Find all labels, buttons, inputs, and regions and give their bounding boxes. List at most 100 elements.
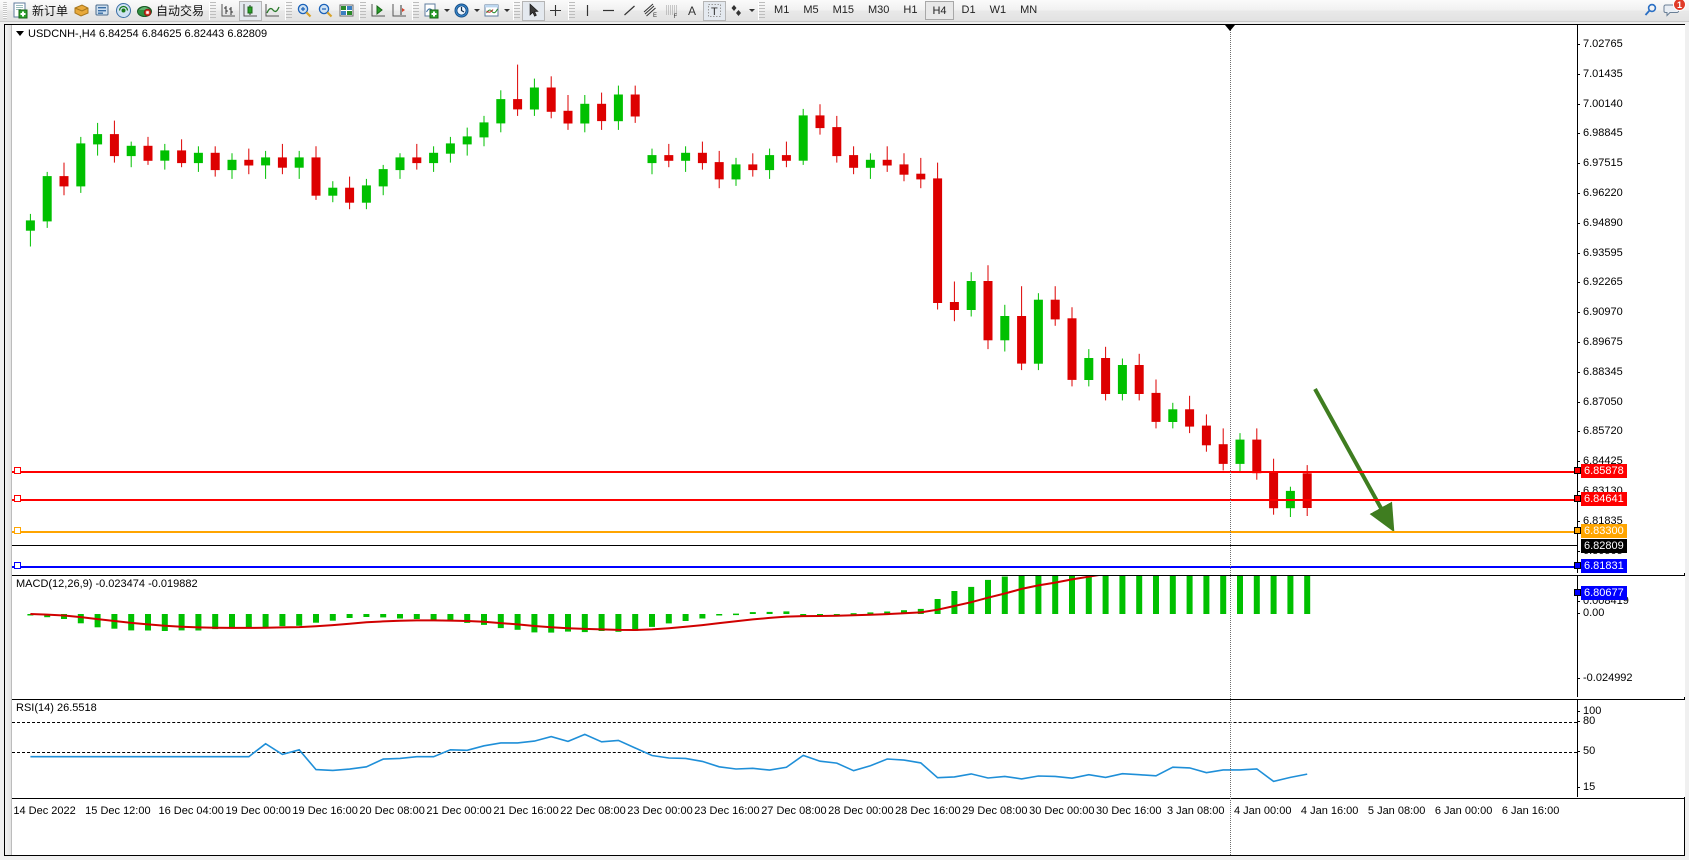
period-dropdown-arrow[interactable] — [472, 1, 481, 21]
toolbar-separator — [758, 1, 766, 20]
trendline-icon[interactable] — [619, 1, 640, 21]
notifications-icon[interactable]: 1 — [1661, 0, 1686, 21]
macd-plot-area[interactable] — [12, 576, 1577, 697]
price-tag-support-2[interactable]: 6.80677 — [1581, 586, 1627, 600]
autotrading-label[interactable]: 自动交易 — [156, 3, 205, 18]
level-handle-support-1[interactable] — [14, 562, 21, 569]
grid-icon[interactable] — [336, 1, 357, 21]
rsi-level-80 — [12, 722, 1577, 723]
time-axis-label: 21 Dec 16:00 — [493, 805, 559, 817]
rsi-header: RSI(14) 26.5518 — [16, 702, 97, 714]
templates-dropdown-arrow[interactable] — [502, 1, 511, 21]
level-line-resistance-2[interactable] — [12, 499, 1577, 501]
price-tag-resistance-2[interactable]: 6.84641 — [1581, 492, 1627, 506]
shift-chart-icon[interactable] — [368, 1, 389, 21]
svg-text:T: T — [711, 6, 718, 18]
timeframe-mn[interactable]: MN — [1020, 4, 1038, 16]
text-icon[interactable]: T — [703, 0, 727, 21]
level-line-entry[interactable] — [12, 531, 1577, 533]
zoom-out-icon[interactable] — [315, 1, 336, 21]
notification-badge: 1 — [1673, 0, 1686, 11]
cursor-icon[interactable] — [522, 0, 546, 21]
timeframe-d1[interactable]: D1 — [961, 4, 976, 16]
axis-handle-support-1[interactable] — [1574, 562, 1581, 569]
data-window-icon[interactable] — [71, 1, 92, 21]
bar-chart-icon[interactable] — [218, 1, 239, 21]
line-chart-icon[interactable] — [262, 1, 283, 21]
svg-text:E: E — [653, 13, 657, 19]
timeframe-h4[interactable]: H4 — [925, 1, 954, 20]
toolbar-separator — [359, 1, 367, 20]
new-order-button[interactable] — [10, 1, 31, 21]
chart-vertical-cursor — [1230, 25, 1231, 855]
toolbar-separator — [285, 1, 293, 20]
templates-icon[interactable] — [481, 1, 502, 21]
level-line-resistance-1[interactable] — [12, 471, 1577, 473]
timeframe-h1[interactable]: H1 — [903, 4, 918, 16]
shapes-dropdown-arrow[interactable] — [747, 1, 756, 21]
timeframe-m30[interactable]: M30 — [868, 4, 890, 16]
rsi-pane[interactable]: RSI(14) 26.5518 100 80 50 15 — [12, 699, 1685, 797]
signals-icon[interactable] — [113, 1, 134, 21]
price-plot-area[interactable] — [12, 25, 1577, 573]
crosshair-icon[interactable] — [545, 1, 566, 21]
zoom-in-icon[interactable] — [294, 1, 315, 21]
equidistant-channel-icon[interactable]: E — [640, 1, 661, 21]
macd-series — [27, 576, 1311, 633]
price-tag-entry[interactable]: 6.83300 — [1581, 524, 1627, 538]
level-line-support-1[interactable] — [12, 566, 1577, 568]
price-tag-support-1[interactable]: 6.81831 — [1581, 559, 1627, 573]
time-axis-label: 14 Dec 2022 — [13, 805, 76, 817]
timeframe-m5[interactable]: M5 — [803, 4, 819, 16]
candlestick-chart-icon[interactable] — [239, 0, 263, 21]
level-handle-resistance-1[interactable] — [14, 467, 21, 474]
time-axis-label: 5 Jan 08:00 — [1367, 805, 1426, 817]
price-tag-resistance-1[interactable]: 6.85878 — [1581, 464, 1627, 478]
new-order-label[interactable]: 新订单 — [32, 3, 69, 18]
time-axis-label: 16 Dec 04:00 — [158, 805, 224, 817]
add-indicator-icon[interactable] — [421, 1, 442, 21]
autotrading-icon[interactable] — [134, 1, 155, 21]
symbol-header: USDCNH-,H4 6.84254 6.84625 6.82443 6.828… — [16, 28, 267, 40]
autoscroll-icon[interactable] — [389, 1, 410, 21]
timeframe-m15[interactable]: M15 — [832, 4, 854, 16]
add-indicator-dropdown-arrow[interactable] — [442, 1, 451, 21]
toolbar-separator — [568, 1, 576, 20]
shapes-icon[interactable] — [726, 1, 747, 21]
search-icon[interactable] — [1640, 1, 1661, 21]
level-handle-entry[interactable] — [14, 527, 21, 534]
axis-handle-entry[interactable] — [1574, 527, 1581, 534]
price-pane[interactable]: USDCNH-,H4 6.84254 6.84625 6.82443 6.828… — [12, 25, 1685, 600]
rsi-plot-area[interactable] — [12, 700, 1577, 797]
level-handle-resistance-2[interactable] — [14, 495, 21, 502]
timeframe-m1[interactable]: M1 — [774, 4, 790, 16]
time-axis-label: 6 Jan 16:00 — [1501, 805, 1560, 817]
timeframe-w1[interactable]: W1 — [989, 4, 1007, 16]
toolbar-grip[interactable] — [3, 2, 7, 19]
chart-menu-caret-icon[interactable] — [16, 31, 24, 36]
vertical-line-icon[interactable] — [577, 1, 598, 21]
time-axis-label: 23 Dec 16:00 — [694, 805, 760, 817]
main-toolbar: 新订单 — [0, 0, 1689, 22]
axis-handle-resistance-1[interactable] — [1574, 467, 1581, 474]
terminal-icon[interactable] — [92, 1, 113, 21]
text-label-icon[interactable]: A — [682, 1, 703, 21]
period-icon[interactable] — [451, 1, 472, 21]
fibonacci-icon[interactable]: F — [661, 1, 682, 21]
time-axis-label: 21 Dec 00:00 — [426, 805, 492, 817]
time-axis-label: 23 Dec 00:00 — [627, 805, 693, 817]
axis-handle-support-2[interactable] — [1574, 589, 1581, 596]
rsi-series — [30, 733, 1308, 783]
chart-window[interactable]: USDCNH-,H4 6.84254 6.84625 6.82443 6.828… — [4, 24, 1685, 856]
toolbar-separator — [412, 1, 420, 20]
time-axis-label: 27 Dec 08:00 — [761, 805, 827, 817]
macd-pane[interactable]: MACD(12,26,9) -0.023474 -0.019882 0.0084… — [12, 575, 1685, 697]
time-axis[interactable]: 14 Dec 2022 15 Dec 12:00 16 Dec 04:00 19 De… — [12, 798, 1685, 856]
price-axis[interactable]: 6.85878 6.84641 6.83300 6.82809 6.81831 … — [1574, 25, 1685, 600]
axis-handle-resistance-2[interactable] — [1574, 495, 1581, 502]
toolbar-separator — [513, 1, 521, 20]
time-axis-label: 22 Dec 08:00 — [560, 805, 626, 817]
horizontal-line-icon[interactable] — [598, 1, 619, 21]
chart-vertical-scrollbar[interactable] — [5, 25, 12, 855]
